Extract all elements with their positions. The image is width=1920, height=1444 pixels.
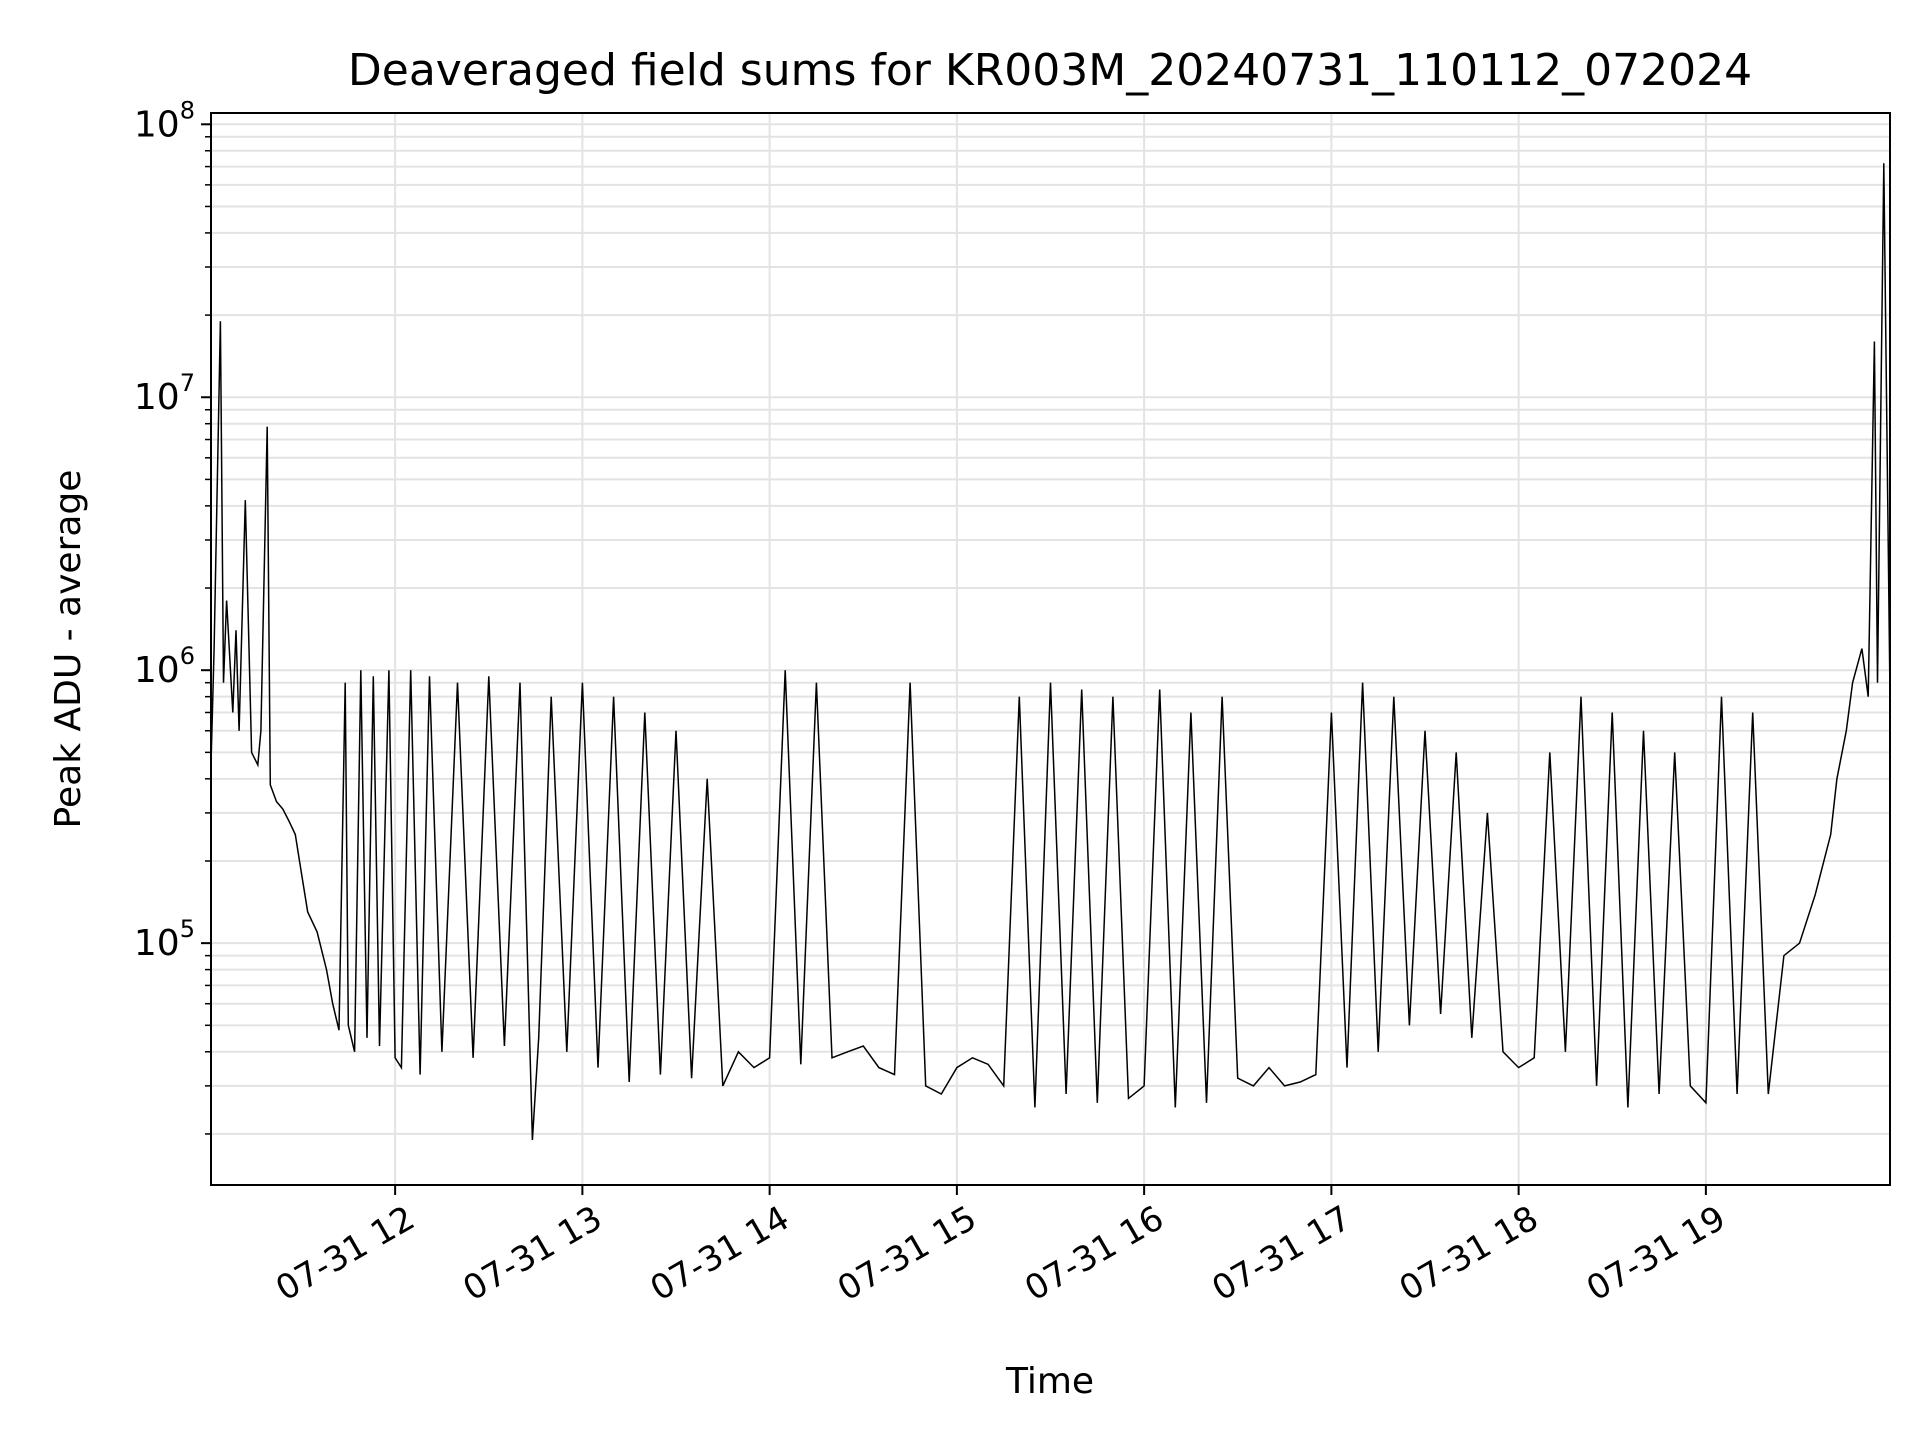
chart-title: Deaveraged field sums for KR003M_2024073… bbox=[348, 45, 1752, 96]
x-axis-label: Time bbox=[1005, 1361, 1094, 1402]
series-line bbox=[211, 163, 1890, 1141]
plot-frame bbox=[210, 112, 1891, 1186]
grid bbox=[211, 113, 1890, 1185]
data-layer bbox=[211, 163, 1890, 1141]
y-tick-label: 108 bbox=[134, 96, 195, 145]
y-axis-label: Peak ADU - average bbox=[48, 470, 89, 829]
